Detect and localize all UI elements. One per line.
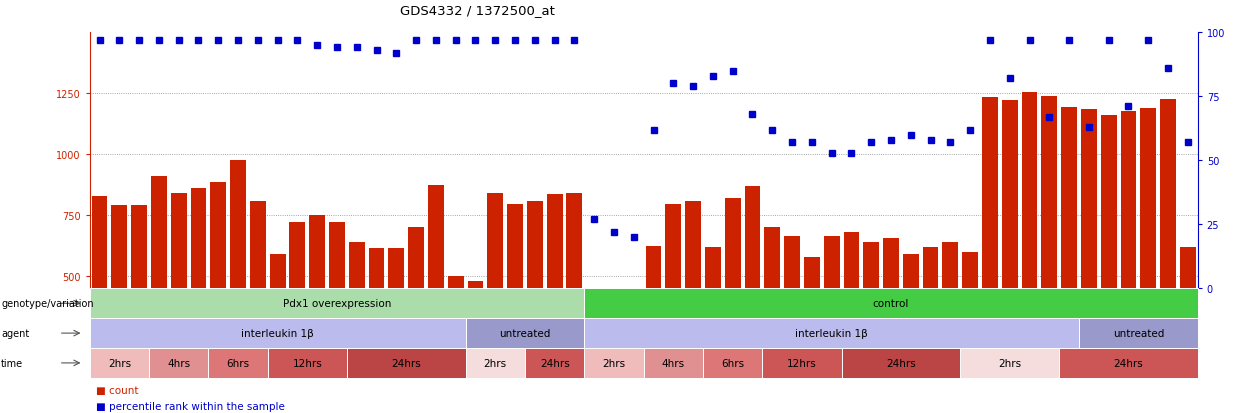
Bar xyxy=(923,247,939,398)
Bar xyxy=(1022,93,1037,398)
Bar xyxy=(1101,116,1117,398)
Text: ■ percentile rank within the sample: ■ percentile rank within the sample xyxy=(96,401,285,411)
Text: untreated: untreated xyxy=(499,328,550,338)
Text: interleukin 1β: interleukin 1β xyxy=(242,328,314,338)
Text: 4hrs: 4hrs xyxy=(167,358,190,368)
Bar xyxy=(270,254,285,398)
Text: 4hrs: 4hrs xyxy=(662,358,685,368)
Bar xyxy=(1120,112,1137,398)
Bar xyxy=(171,194,187,398)
Bar xyxy=(1041,96,1057,398)
Bar xyxy=(1061,107,1077,398)
Bar xyxy=(92,196,107,398)
Text: control: control xyxy=(873,299,909,309)
Text: 2hrs: 2hrs xyxy=(108,358,131,368)
Bar xyxy=(725,199,741,398)
Text: GDS4332 / 1372500_at: GDS4332 / 1372500_at xyxy=(400,4,555,17)
Text: Pdx1 overexpression: Pdx1 overexpression xyxy=(283,299,391,309)
Bar xyxy=(290,223,305,398)
Bar xyxy=(428,185,443,398)
Text: 24hrs: 24hrs xyxy=(391,358,421,368)
Bar xyxy=(1002,101,1017,398)
Bar xyxy=(903,254,919,398)
Bar xyxy=(230,161,247,398)
Bar xyxy=(487,194,503,398)
Bar xyxy=(586,303,603,398)
Text: 24hrs: 24hrs xyxy=(1113,358,1143,368)
Bar xyxy=(1180,247,1195,398)
Text: 24hrs: 24hrs xyxy=(886,358,916,368)
Bar xyxy=(626,306,641,398)
Bar xyxy=(349,242,365,398)
Bar xyxy=(1140,109,1157,398)
Bar xyxy=(309,216,325,398)
Text: 2hrs: 2hrs xyxy=(484,358,507,368)
Bar xyxy=(665,205,681,398)
Bar xyxy=(606,306,622,398)
Bar xyxy=(982,97,997,398)
Bar xyxy=(685,201,701,398)
Bar xyxy=(527,201,543,398)
Bar xyxy=(863,242,879,398)
Text: 24hrs: 24hrs xyxy=(540,358,569,368)
Bar xyxy=(844,233,859,398)
Bar xyxy=(705,247,721,398)
Bar xyxy=(547,195,563,398)
Bar xyxy=(448,277,463,398)
Bar xyxy=(408,228,425,398)
Bar xyxy=(369,249,385,398)
Text: genotype/variation: genotype/variation xyxy=(1,299,93,309)
Bar xyxy=(962,252,979,398)
Text: untreated: untreated xyxy=(1113,328,1164,338)
Bar xyxy=(210,183,227,398)
Bar xyxy=(745,186,761,398)
Bar xyxy=(883,239,899,398)
Bar xyxy=(764,228,781,398)
Bar xyxy=(942,242,959,398)
Text: 12hrs: 12hrs xyxy=(787,358,817,368)
Bar xyxy=(784,236,801,398)
Text: 6hrs: 6hrs xyxy=(721,358,745,368)
Bar xyxy=(190,189,207,398)
Bar xyxy=(804,257,819,398)
Text: 12hrs: 12hrs xyxy=(293,358,322,368)
Text: interleukin 1β: interleukin 1β xyxy=(796,328,868,338)
Bar xyxy=(131,206,147,398)
Bar xyxy=(646,246,661,398)
Bar xyxy=(566,194,583,398)
Bar xyxy=(824,236,839,398)
Text: agent: agent xyxy=(1,328,30,338)
Bar xyxy=(507,205,523,398)
Bar xyxy=(250,201,265,398)
Bar xyxy=(1160,100,1177,398)
Text: 2hrs: 2hrs xyxy=(998,358,1021,368)
Text: 2hrs: 2hrs xyxy=(603,358,625,368)
Text: time: time xyxy=(1,358,24,368)
Text: 6hrs: 6hrs xyxy=(227,358,249,368)
Bar xyxy=(468,281,483,398)
Bar xyxy=(111,206,127,398)
Text: ■ count: ■ count xyxy=(96,385,138,395)
Bar xyxy=(329,223,345,398)
Bar xyxy=(1081,110,1097,398)
Bar xyxy=(388,249,405,398)
Bar xyxy=(151,177,167,398)
